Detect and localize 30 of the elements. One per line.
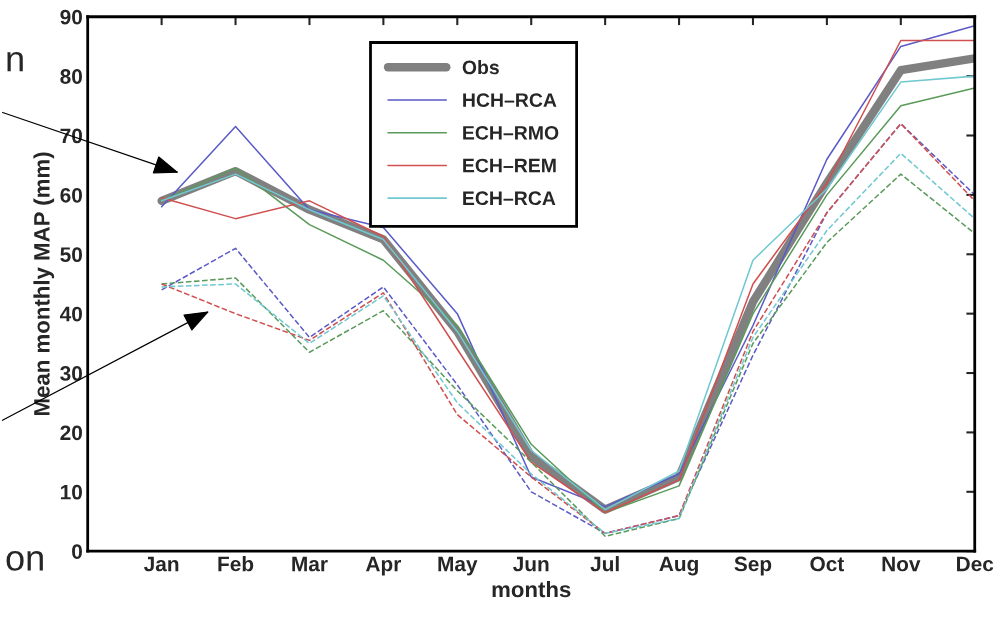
x-tick-label: Jun [513, 556, 549, 572]
y-tick-label: 60 [60, 187, 82, 203]
x-tick-label: May [438, 556, 478, 576]
text: on [6, 551, 43, 571]
legend-label: ECH–REM [463, 158, 556, 173]
y-tick-label: 50 [60, 247, 82, 263]
x-tick-label: Dec [957, 556, 994, 572]
y-tick-label: 10 [60, 484, 82, 500]
y-tick-label: 80 [60, 69, 82, 84]
y-tick-label: 20 [60, 425, 82, 441]
legend-label: ECH–RMO [463, 125, 559, 140]
legend-label: Obs [462, 60, 499, 75]
y-axis-title: Mean monthly MAP (mm) [33, 152, 55, 415]
x-tick-label: Nov [882, 556, 921, 572]
y-tick-label: 30 [60, 366, 82, 381]
y-tick-label: 90 [60, 9, 82, 25]
legend-label: ECH–RCA [463, 191, 556, 206]
y-tick-label: 0 [72, 544, 82, 559]
x-tick-label: Jan [143, 556, 179, 572]
text: n [7, 51, 23, 72]
x-tick-label: Apr [365, 556, 401, 576]
x-tick-label: Sep [734, 556, 772, 576]
x-axis-title: months [492, 581, 571, 598]
x-tick-label: Jul [590, 556, 619, 572]
x-tick-label: Mar [292, 556, 328, 572]
x-tick-label: Feb [218, 556, 254, 572]
x-tick-label: Oct [810, 556, 845, 572]
legend-label: HCH–RCA [463, 93, 557, 107]
x-tick-label: Aug [659, 556, 698, 576]
y-tick-label: 40 [59, 306, 82, 322]
